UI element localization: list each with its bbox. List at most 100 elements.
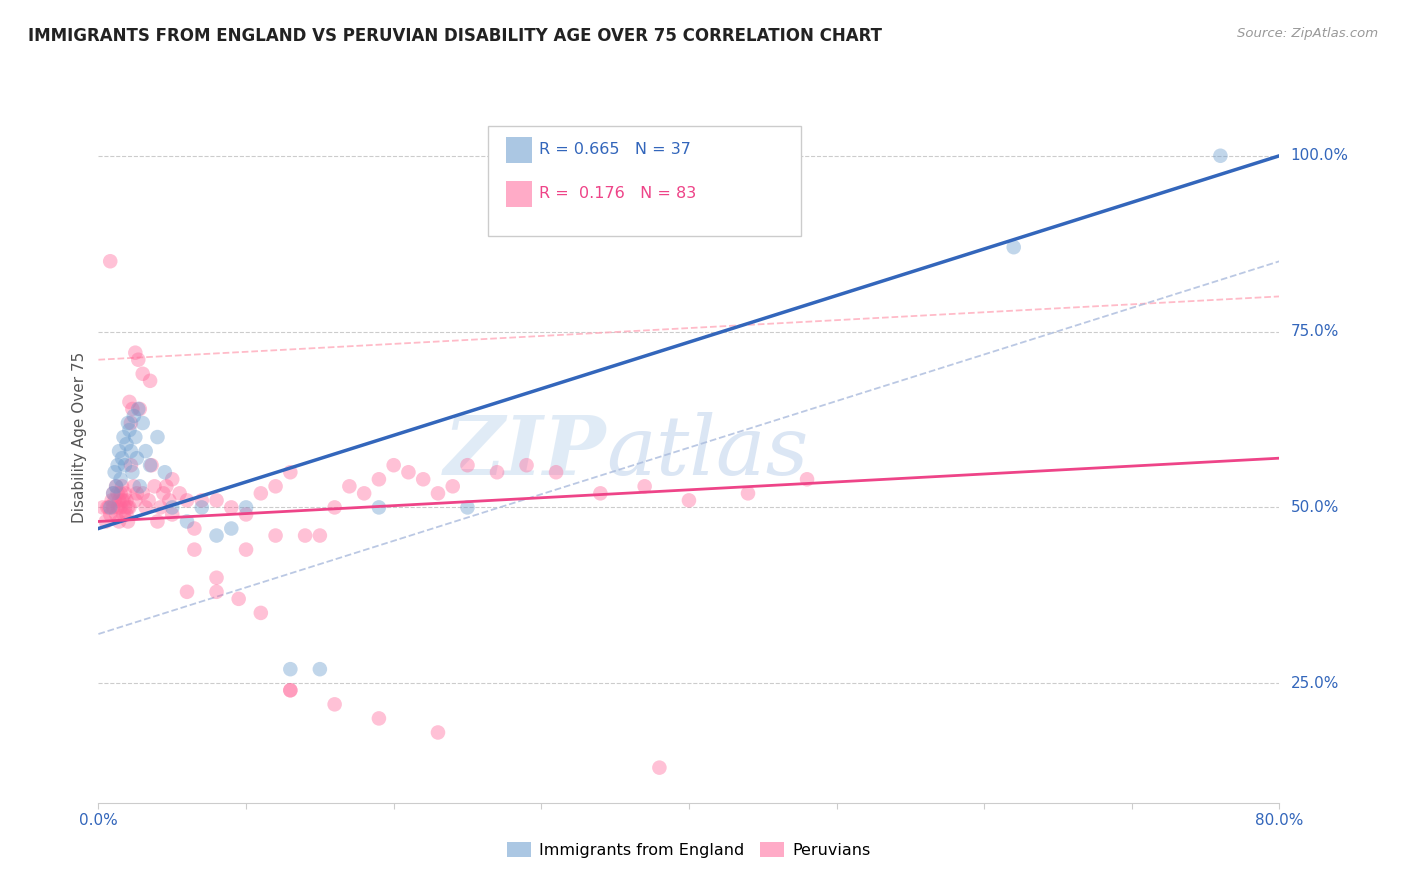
Text: 25.0%: 25.0% bbox=[1291, 676, 1339, 690]
Point bbox=[124, 430, 146, 444]
Point bbox=[1002, 240, 1025, 254]
Point bbox=[143, 479, 166, 493]
Point bbox=[120, 444, 142, 458]
Point bbox=[235, 500, 257, 515]
Point bbox=[112, 430, 135, 444]
Point bbox=[135, 500, 157, 515]
Point bbox=[486, 465, 509, 479]
Point bbox=[125, 486, 148, 500]
Point bbox=[122, 409, 145, 423]
Point bbox=[128, 479, 150, 493]
Point bbox=[294, 528, 316, 542]
Point bbox=[118, 423, 141, 437]
Point bbox=[456, 500, 478, 515]
Point bbox=[118, 500, 141, 515]
Point bbox=[125, 451, 148, 466]
Point bbox=[135, 444, 157, 458]
Point bbox=[111, 451, 134, 466]
Point bbox=[264, 528, 287, 542]
Point bbox=[278, 662, 302, 676]
Point bbox=[191, 493, 214, 508]
Point bbox=[117, 500, 139, 515]
Point bbox=[132, 367, 155, 381]
Point bbox=[107, 500, 129, 515]
Text: R =  0.176   N = 83: R = 0.176 N = 83 bbox=[538, 186, 696, 201]
Point bbox=[648, 761, 671, 775]
Point bbox=[412, 472, 434, 486]
Point bbox=[382, 458, 405, 473]
Point bbox=[111, 493, 134, 508]
Point bbox=[323, 698, 346, 712]
Point bbox=[107, 458, 129, 473]
Point bbox=[544, 465, 567, 479]
Point bbox=[114, 458, 136, 473]
Point bbox=[120, 458, 142, 473]
Point bbox=[115, 437, 138, 451]
Point bbox=[441, 479, 464, 493]
Point bbox=[141, 458, 163, 473]
Point bbox=[121, 465, 143, 479]
FancyBboxPatch shape bbox=[488, 126, 801, 235]
Point bbox=[205, 571, 228, 585]
Point bbox=[120, 416, 142, 430]
Text: 75.0%: 75.0% bbox=[1291, 324, 1339, 339]
Point bbox=[264, 479, 287, 493]
Point bbox=[152, 486, 174, 500]
Point bbox=[157, 493, 180, 508]
Point bbox=[176, 515, 198, 529]
Text: 100.0%: 100.0% bbox=[1291, 148, 1348, 163]
Point bbox=[117, 416, 139, 430]
Text: ZIP: ZIP bbox=[444, 412, 606, 491]
Point bbox=[103, 500, 125, 515]
Point bbox=[132, 416, 155, 430]
Point bbox=[219, 500, 242, 515]
Point bbox=[121, 401, 143, 416]
Point bbox=[278, 683, 302, 698]
Point bbox=[98, 500, 121, 515]
Point bbox=[456, 458, 478, 473]
Point bbox=[98, 508, 121, 522]
Point bbox=[94, 515, 117, 529]
Text: R = 0.665   N = 37: R = 0.665 N = 37 bbox=[538, 142, 690, 157]
Point bbox=[114, 500, 136, 515]
Point bbox=[127, 401, 149, 416]
Point bbox=[105, 508, 128, 522]
Point bbox=[91, 500, 114, 515]
Point bbox=[353, 486, 375, 500]
Point bbox=[100, 493, 122, 508]
Point bbox=[105, 479, 128, 493]
Point bbox=[124, 345, 146, 359]
Point bbox=[117, 515, 139, 529]
Point bbox=[108, 515, 131, 529]
Point bbox=[139, 458, 162, 473]
Point bbox=[183, 542, 205, 557]
Point bbox=[97, 500, 120, 515]
Point bbox=[122, 479, 145, 493]
Point bbox=[111, 479, 134, 493]
Point bbox=[118, 395, 141, 409]
Point bbox=[146, 515, 169, 529]
Point bbox=[110, 486, 132, 500]
Point bbox=[115, 508, 138, 522]
Point bbox=[132, 486, 155, 500]
Point bbox=[337, 479, 360, 493]
Point bbox=[250, 606, 273, 620]
Point bbox=[108, 493, 131, 508]
Point bbox=[98, 254, 121, 268]
Point bbox=[396, 465, 419, 479]
Point bbox=[250, 486, 273, 500]
Point bbox=[115, 493, 138, 508]
Point bbox=[162, 472, 183, 486]
Text: IMMIGRANTS FROM ENGLAND VS PERUVIAN DISABILITY AGE OVER 75 CORRELATION CHART: IMMIGRANTS FROM ENGLAND VS PERUVIAN DISA… bbox=[28, 27, 882, 45]
Bar bbox=[506, 181, 531, 207]
Point bbox=[368, 472, 391, 486]
Point bbox=[1209, 149, 1232, 163]
Point bbox=[105, 479, 128, 493]
Point bbox=[205, 584, 228, 599]
Point bbox=[162, 500, 183, 515]
Point bbox=[146, 430, 169, 444]
Point bbox=[104, 465, 127, 479]
Point bbox=[368, 711, 391, 725]
Point bbox=[633, 479, 655, 493]
Point bbox=[103, 486, 125, 500]
